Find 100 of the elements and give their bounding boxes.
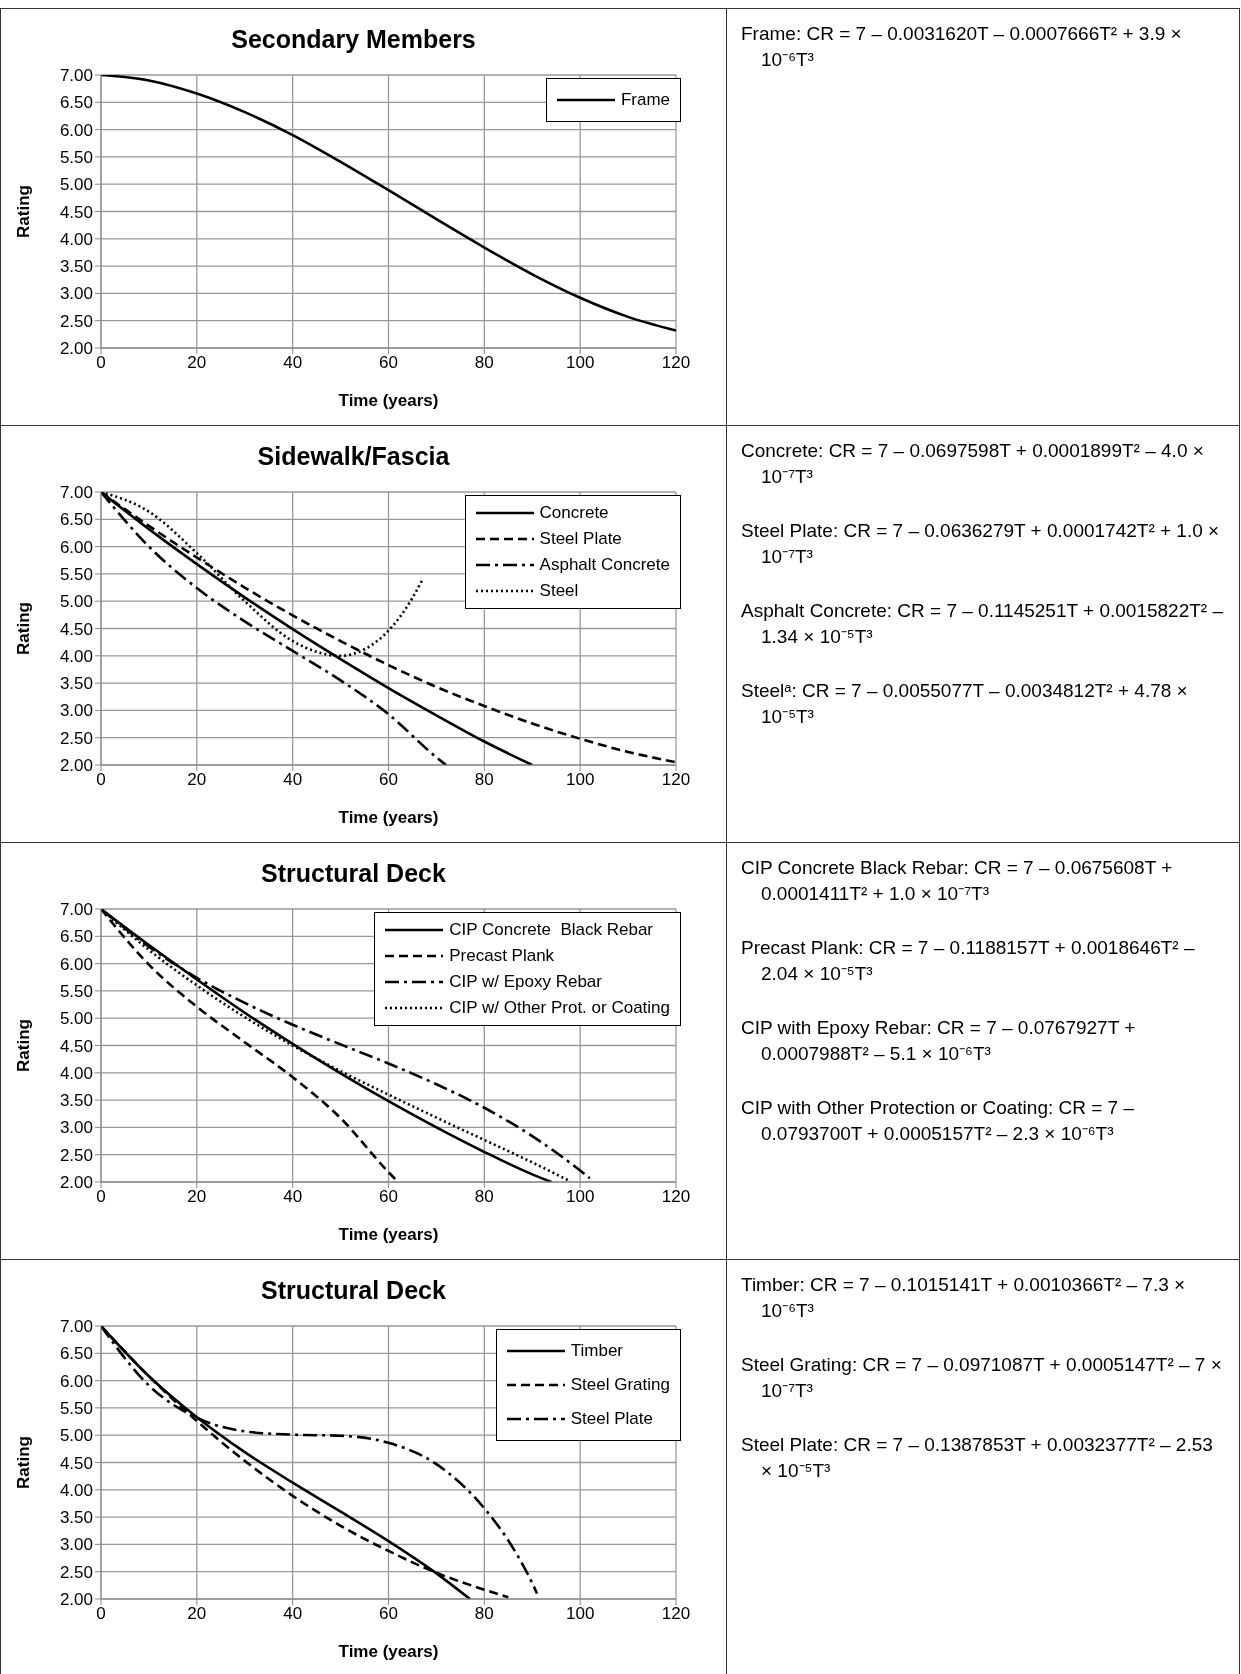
- x-tick-label: 40: [283, 353, 303, 373]
- y-tick-label: 4.50: [59, 619, 93, 639]
- y-tick-label: 5.50: [59, 981, 93, 1001]
- y-tick-label: 5.00: [59, 1426, 93, 1446]
- x-tick-label: 60: [379, 1604, 398, 1624]
- y-tick-label: 7.00: [59, 483, 93, 503]
- y-tick-label: 3.50: [59, 674, 93, 694]
- y-tick-label: 4.50: [59, 1453, 93, 1473]
- y-tick-label: 6.00: [59, 537, 93, 557]
- y-tick-label: 3.50: [59, 1091, 93, 1111]
- x-tick-label: 0: [96, 1604, 106, 1624]
- y-tick-label: 2.00: [59, 1173, 93, 1193]
- chart-title: Secondary Members: [230, 24, 477, 55]
- y-tick-label: 2.00: [59, 339, 93, 359]
- x-tick-label: 20: [187, 1604, 207, 1624]
- x-tick-label: 100: [565, 1187, 595, 1207]
- y-tick-label: 5.50: [59, 1398, 93, 1418]
- text: Steel Plate: CR = 7 – 0.1387853T + 0.0032377T² – 2.53 × 10⁻⁵T³: [741, 1433, 1214, 1483]
- text: CIP with Other Protection or Coating: CR = 7 – 0.0793700T + 0.0005157T² – 2.3 × 10⁻⁶T³: [741, 1096, 1136, 1146]
- y-tick-label: 5.00: [59, 1009, 93, 1029]
- x-tick-label: 60: [379, 1187, 398, 1207]
- y-tick-label: 5.00: [59, 175, 93, 195]
- legend-label: Steel Grating: [570, 1375, 670, 1395]
- legend-label: CIP w/ Other Prot. or Coating: [449, 998, 670, 1018]
- text: CIP with Epoxy Rebar: CR = 7 – 0.0767927T + 0.0007988T² – 5.1 × 10⁻⁶T³: [741, 1016, 1137, 1066]
- y-tick-label: 3.00: [59, 1535, 93, 1555]
- y-tick-label: 4.00: [59, 646, 93, 666]
- text: Steel Grating: CR = 7 – 0.0971087T + 0.0005147T² – 7 × 10⁻⁷T³: [741, 1353, 1223, 1403]
- x-tick-label: 80: [474, 1187, 494, 1207]
- y-tick-label: 2.00: [59, 756, 93, 776]
- y-tick-label: 2.50: [59, 1145, 93, 1165]
- text: Steel Plate: CR = 7 – 0.0636279T + 0.0001742T² + 1.0 × 10⁻⁷T³: [741, 519, 1221, 569]
- x-axis-title: Time (years): [338, 391, 439, 410]
- y-tick-label: 6.50: [59, 927, 93, 947]
- y-tick-label: 3.00: [59, 284, 93, 304]
- chart-title: Structural Deck: [260, 858, 447, 889]
- y-tick-label: 2.50: [59, 1562, 93, 1582]
- text: Timber: CR = 7 – 0.1015141T + 0.0010366T² – 7.3 × 10⁻⁶T³: [741, 1273, 1187, 1323]
- y-tick-label: 4.50: [59, 1036, 93, 1056]
- y-tick-label: 2.50: [59, 311, 93, 331]
- y-tick-label: 3.00: [59, 1118, 93, 1138]
- x-tick-label: 80: [474, 770, 494, 790]
- y-axis-title: Rating: [14, 1019, 34, 1072]
- x-tick-label: 100: [565, 770, 595, 790]
- x-tick-label: 20: [187, 353, 207, 373]
- legend-label: Precast Plank: [449, 946, 555, 966]
- y-tick-label: 6.50: [59, 93, 93, 113]
- y-tick-label: 4.00: [59, 229, 93, 249]
- y-tick-label: 6.00: [59, 120, 93, 140]
- y-tick-label: 5.00: [59, 592, 93, 612]
- y-axis-title: Rating: [14, 185, 34, 238]
- x-tick-label: 20: [187, 770, 207, 790]
- y-axis-title: Rating: [14, 602, 34, 655]
- legend-label: Steel Plate: [539, 529, 622, 549]
- y-tick-label: 7.00: [59, 66, 93, 86]
- y-tick-label: 6.50: [59, 1344, 93, 1364]
- y-tick-label: 5.50: [59, 564, 93, 584]
- x-tick-label: 40: [283, 770, 303, 790]
- x-tick-label: 60: [379, 353, 398, 373]
- chart-title: Structural Deck: [260, 1275, 447, 1306]
- legend-label: Steel: [539, 581, 579, 601]
- x-tick-label: 20: [187, 1187, 207, 1207]
- y-tick-label: 4.50: [59, 202, 93, 222]
- y-tick-label: 3.00: [59, 701, 93, 721]
- x-axis-title: Time (years): [338, 1642, 439, 1661]
- legend-label: CIP w/ Epoxy Rebar: [449, 972, 602, 992]
- legend-label: Timber: [570, 1341, 624, 1361]
- y-tick-label: 7.00: [59, 1317, 93, 1337]
- text: CIP Concrete Black Rebar: CR = 7 – 0.0675608T + 0.0001411T² + 1.0 × 10⁻⁷T³: [741, 856, 1174, 906]
- x-axis-title: Time (years): [338, 1225, 439, 1244]
- legend-label: CIP Concrete Black Rebar: [449, 920, 653, 940]
- legend-label: Asphalt Concrete: [539, 555, 670, 575]
- text: Frame: CR = 7 – 0.0031620T – 0.0007666T² + 3.9 × 10⁻⁶T³: [741, 22, 1183, 72]
- y-tick-label: 6.00: [59, 954, 93, 974]
- x-tick-label: 120: [661, 770, 691, 790]
- y-tick-label: 3.50: [59, 1508, 93, 1528]
- y-tick-label: 7.00: [59, 900, 93, 920]
- y-tick-label: 6.50: [59, 510, 93, 530]
- x-tick-label: 0: [96, 770, 106, 790]
- y-tick-label: 2.00: [59, 1590, 93, 1610]
- y-axis-title: Rating: [14, 1436, 34, 1489]
- legend-label: Frame: [620, 90, 670, 110]
- x-tick-label: 60: [379, 770, 398, 790]
- x-tick-label: 120: [661, 353, 691, 373]
- x-tick-label: 120: [661, 1604, 691, 1624]
- legend-label: Steel Plate: [570, 1409, 653, 1429]
- x-tick-label: 40: [283, 1187, 303, 1207]
- x-tick-label: 100: [565, 1604, 595, 1624]
- legend-label: Concrete: [539, 503, 609, 523]
- text: Steelᵃ: CR = 7 – 0.0055077T – 0.0034812T² + 4.78 × 10⁻⁵T³: [741, 679, 1189, 729]
- x-axis-title: Time (years): [338, 808, 439, 827]
- x-tick-label: 0: [96, 353, 106, 373]
- y-tick-label: 6.00: [59, 1371, 93, 1391]
- x-tick-label: 120: [661, 1187, 691, 1207]
- text: Concrete: CR = 7 – 0.0697598T + 0.0001899T² – 4.0 × 10⁻⁷T³: [741, 439, 1205, 489]
- x-tick-label: 0: [96, 1187, 106, 1207]
- text: Precast Plank: CR = 7 – 0.1188157T + 0.0018646T² – 2.04 × 10⁻⁵T³: [741, 936, 1196, 986]
- y-tick-label: 3.50: [59, 257, 93, 277]
- y-tick-label: 4.00: [59, 1063, 93, 1083]
- y-tick-label: 2.50: [59, 728, 93, 748]
